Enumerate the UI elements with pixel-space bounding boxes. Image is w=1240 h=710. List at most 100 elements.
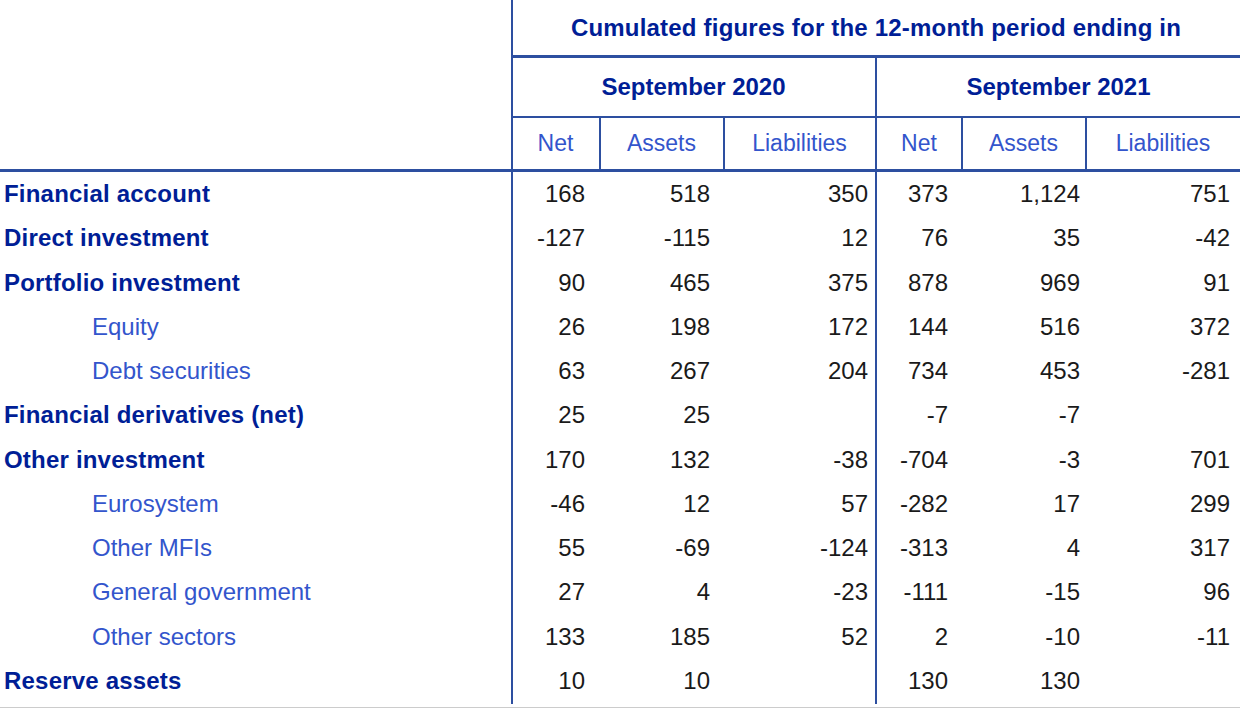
table-row: Eurosystem -46 12 57 -282 17 299 <box>0 482 1240 526</box>
column-header-assets-2021: Assets <box>962 118 1085 169</box>
cell-value: 17 <box>962 482 1086 526</box>
column-header-liabilities-2021: Liabilities <box>1086 118 1240 169</box>
table-body: Financial account 168 518 350 373 1,124 … <box>0 172 1240 703</box>
table-border-line <box>511 116 1240 118</box>
cell-value: 52 <box>724 615 876 659</box>
cell-value: -704 <box>876 438 962 482</box>
cell-value: 55 <box>512 526 600 570</box>
cell-value: -124 <box>724 526 876 570</box>
cell-value: 373 <box>876 172 962 216</box>
cell-value: -42 <box>1086 216 1240 260</box>
cell-value: 969 <box>962 261 1086 305</box>
row-label: Financial derivatives (net) <box>0 393 512 437</box>
cell-value: -115 <box>600 216 724 260</box>
cell-value: 57 <box>724 482 876 526</box>
cell-value: 299 <box>1086 482 1240 526</box>
row-label: Reserve assets <box>0 659 512 703</box>
cell-value: 701 <box>1086 438 1240 482</box>
row-label: Other MFIs <box>0 526 512 570</box>
cell-value: 2 <box>876 615 962 659</box>
balance-of-payments-table: Cumulated figures for the 12-month perio… <box>0 0 1240 710</box>
cell-value: -111 <box>876 570 962 614</box>
period-header-september-2021: September 2021 <box>877 58 1240 116</box>
row-label: Financial account <box>0 172 512 216</box>
cell-value: -281 <box>1086 349 1240 393</box>
cell-value: 198 <box>600 305 724 349</box>
table-border-line <box>875 57 877 704</box>
cell-value: -127 <box>512 216 600 260</box>
cell-value: -46 <box>512 482 600 526</box>
cell-value: 516 <box>962 305 1086 349</box>
table-row: Financial account 168 518 350 373 1,124 … <box>0 172 1240 216</box>
period-header-september-2020: September 2020 <box>512 58 875 116</box>
cell-value: 350 <box>724 172 876 216</box>
cell-value: 132 <box>600 438 724 482</box>
cell-value: 63 <box>512 349 600 393</box>
column-header-net-2021: Net <box>877 118 961 169</box>
table-row: Other sectors 133 185 52 2 -10 -11 <box>0 615 1240 659</box>
row-label: Other investment <box>0 438 512 482</box>
table-row: Reserve assets 10 10 130 130 <box>0 659 1240 703</box>
cell-value: -3 <box>962 438 1086 482</box>
table-row: Financial derivatives (net) 25 25 -7 -7 <box>0 393 1240 437</box>
table-row: Portfolio investment 90 465 375 878 969 … <box>0 261 1240 305</box>
cell-value: 144 <box>876 305 962 349</box>
cell-value: 12 <box>600 482 724 526</box>
cell-value: 25 <box>600 393 724 437</box>
cell-value: 170 <box>512 438 600 482</box>
cell-value: -15 <box>962 570 1086 614</box>
table-row: Debt securities 63 267 204 734 453 -281 <box>0 349 1240 393</box>
column-header-assets-2020: Assets <box>600 118 723 169</box>
cell-value <box>724 659 876 703</box>
cell-value: 168 <box>512 172 600 216</box>
cell-value: -38 <box>724 438 876 482</box>
row-label: General government <box>0 570 512 614</box>
cell-value: 375 <box>724 261 876 305</box>
cell-value: 172 <box>724 305 876 349</box>
cell-value: 130 <box>962 659 1086 703</box>
cell-value: 185 <box>600 615 724 659</box>
cell-value: 317 <box>1086 526 1240 570</box>
column-header-net-2020: Net <box>512 118 599 169</box>
row-label: Eurosystem <box>0 482 512 526</box>
cell-value: 35 <box>962 216 1086 260</box>
table-border-line <box>511 55 1240 58</box>
cell-value <box>724 393 876 437</box>
cell-value: 90 <box>512 261 600 305</box>
cell-value: -10 <box>962 615 1086 659</box>
table-border-line <box>1085 118 1087 169</box>
cell-value: 453 <box>962 349 1086 393</box>
cell-value: 27 <box>512 570 600 614</box>
cell-value: -23 <box>724 570 876 614</box>
row-label: Debt securities <box>0 349 512 393</box>
cell-value <box>1086 659 1240 703</box>
row-label: Other sectors <box>0 615 512 659</box>
cell-value: 96 <box>1086 570 1240 614</box>
cell-value <box>1086 393 1240 437</box>
table-border-line <box>0 169 1240 172</box>
cell-value: -7 <box>962 393 1086 437</box>
cell-value: -11 <box>1086 615 1240 659</box>
cell-value: 25 <box>512 393 600 437</box>
table-border-line <box>511 0 513 704</box>
table-row: Other MFIs 55 -69 -124 -313 4 317 <box>0 526 1240 570</box>
cell-value: 1,124 <box>962 172 1086 216</box>
cell-value: -7 <box>876 393 962 437</box>
cell-value: 76 <box>876 216 962 260</box>
table-border-line <box>599 118 601 169</box>
row-label: Direct investment <box>0 216 512 260</box>
cell-value: 26 <box>512 305 600 349</box>
table-title: Cumulated figures for the 12-month perio… <box>512 0 1240 55</box>
cell-value: -69 <box>600 526 724 570</box>
cell-value: -282 <box>876 482 962 526</box>
cell-value: 267 <box>600 349 724 393</box>
cell-value: 133 <box>512 615 600 659</box>
cell-value: 10 <box>600 659 724 703</box>
table-border-line <box>723 118 725 169</box>
cell-value: 734 <box>876 349 962 393</box>
table-row: Equity 26 198 172 144 516 372 <box>0 305 1240 349</box>
cell-value: 130 <box>876 659 962 703</box>
table-row: General government 27 4 -23 -111 -15 96 <box>0 570 1240 614</box>
cell-value: 204 <box>724 349 876 393</box>
cell-value: 4 <box>600 570 724 614</box>
